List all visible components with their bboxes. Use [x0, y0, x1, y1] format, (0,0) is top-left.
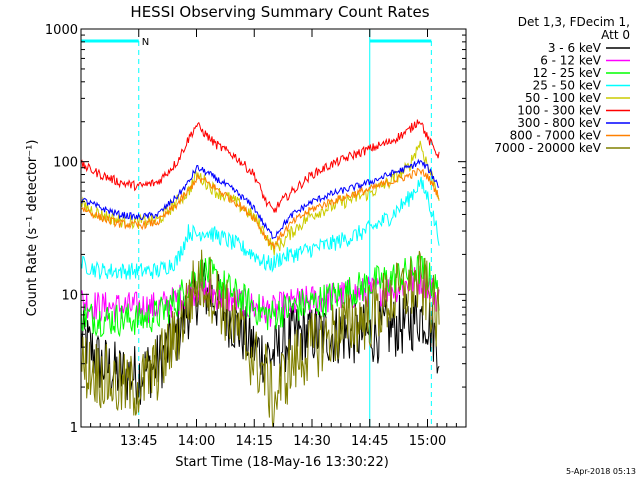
series-line — [81, 158, 440, 240]
x-tick-label: 15:00 — [409, 434, 446, 449]
y-tick-label: 100 — [53, 156, 78, 171]
series-lines — [81, 119, 440, 427]
night-bands — [80, 29, 432, 427]
y-axis-label: Count Rate (s⁻¹ detector⁻¹) — [25, 140, 40, 317]
x-tick-label: 14:15 — [236, 434, 273, 449]
x-tick-label: 14:00 — [178, 434, 215, 449]
legend-entry-label: 3 - 6 keV — [548, 41, 602, 55]
y-tick-label: 1 — [70, 421, 78, 436]
x-tick-label: 14:45 — [351, 434, 388, 449]
series-line — [81, 176, 440, 280]
footer-timestamp: 5-Apr-2018 05:13 — [566, 467, 636, 476]
chart-title: HESSI Observing Summary Count Rates — [130, 3, 429, 21]
series-line — [81, 140, 440, 256]
x-axis-label: Start Time (18-May-16 13:30:22) — [175, 455, 389, 470]
legend-entry-label: 800 - 7000 keV — [510, 129, 602, 143]
y-tick-label: 10 — [61, 288, 78, 303]
legend-entry-label: 6 - 12 keV — [540, 54, 602, 68]
legend-title-line2: Att 0 — [601, 28, 630, 42]
legend-entry-label: 7000 - 20000 keV — [494, 141, 601, 155]
series-line — [81, 254, 440, 338]
annotation-n: N — [142, 37, 149, 48]
series-line — [81, 119, 440, 213]
series-line — [81, 167, 440, 250]
legend-entry-label: 50 - 100 keV — [525, 91, 602, 105]
x-axis: 13:45 14:00 14:15 14:30 14:45 15:00 — [90, 29, 457, 449]
legend-entry-label: 100 - 300 keV — [517, 104, 601, 118]
legend-entry-label: 25 - 50 keV — [533, 79, 602, 93]
x-tick-label: 14:30 — [293, 434, 330, 449]
legend-title-line1: Det 1,3, FDecim 1, — [518, 15, 630, 29]
legend-entry-label: 12 - 25 keV — [533, 66, 602, 80]
series-line — [81, 249, 440, 427]
legend-entry-label: 300 - 800 keV — [517, 116, 601, 130]
y-tick-label: 1000 — [45, 23, 78, 38]
y-axis: 1 10 100 1000 — [45, 23, 466, 436]
x-tick-label: 13:45 — [120, 434, 157, 449]
